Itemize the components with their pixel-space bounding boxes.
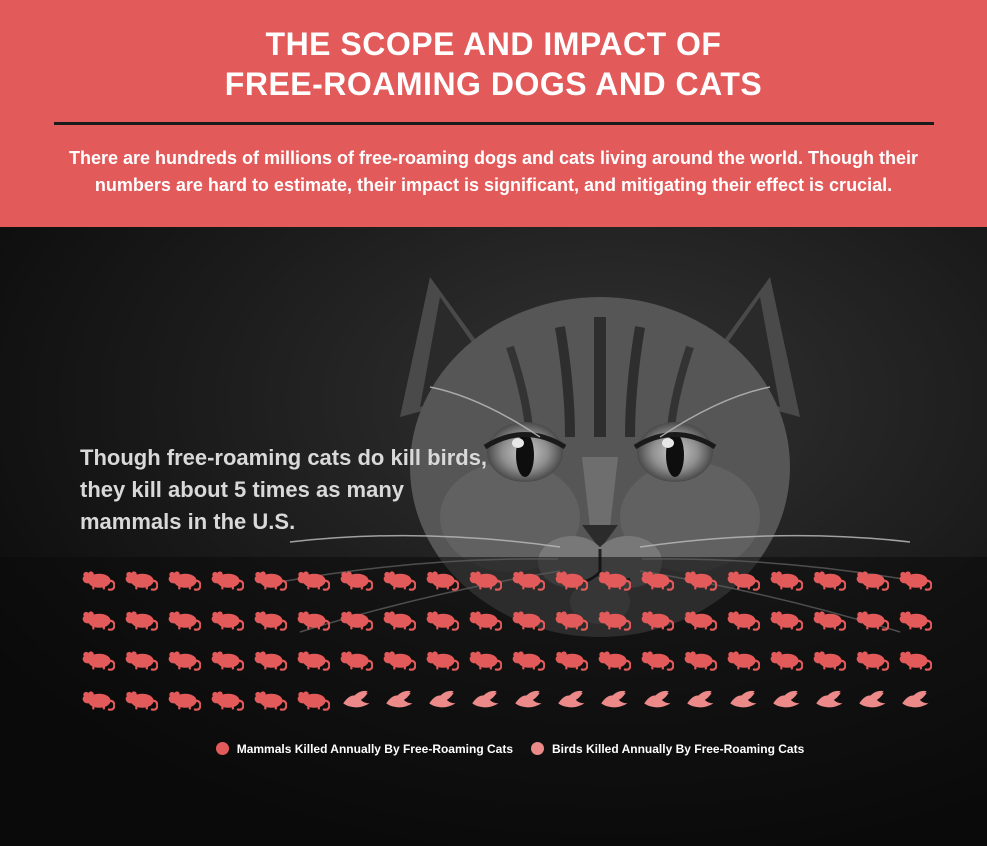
mammal-icon <box>80 644 115 674</box>
legend-label-birds: Birds Killed Annually By Free-Roaming Ca… <box>552 742 804 756</box>
mammal-icon <box>295 644 330 674</box>
mammal-icon <box>854 644 889 674</box>
bird-icon <box>897 684 932 714</box>
mammal-icon <box>209 604 244 634</box>
mammal-icon <box>252 684 287 714</box>
kill-ratio-pictogram <box>80 564 940 714</box>
bird-icon <box>381 684 416 714</box>
mammal-icon <box>166 684 201 714</box>
mammal-icon <box>123 684 158 714</box>
mammal-icon <box>725 604 760 634</box>
mammal-icon <box>596 564 631 594</box>
bird-icon <box>553 684 588 714</box>
mammal-icon <box>725 644 760 674</box>
mammal-icon <box>553 564 588 594</box>
mammal-icon <box>553 604 588 634</box>
bird-icon <box>725 684 760 714</box>
mammal-icon <box>166 644 201 674</box>
mammal-icon <box>768 564 803 594</box>
legend-item-birds: Birds Killed Annually By Free-Roaming Ca… <box>531 742 804 756</box>
mammal-icon <box>725 564 760 594</box>
fact-statement: Though free-roaming cats do kill birds, … <box>80 442 510 538</box>
legend-dot-mammals <box>216 742 229 755</box>
mammal-icon <box>166 564 201 594</box>
legend-dot-birds <box>531 742 544 755</box>
mammal-icon <box>123 604 158 634</box>
mammal-icon <box>338 604 373 634</box>
mammal-icon <box>553 644 588 674</box>
mammal-icon <box>682 644 717 674</box>
mammal-icon <box>897 564 932 594</box>
title-line-1: THE SCOPE AND IMPACT OF <box>266 26 722 62</box>
mammal-icon <box>467 644 502 674</box>
mammal-icon <box>596 604 631 634</box>
bird-icon <box>639 684 674 714</box>
mammal-icon <box>209 644 244 674</box>
bird-icon <box>510 684 545 714</box>
mammal-icon <box>639 644 674 674</box>
legend-item-mammals: Mammals Killed Annually By Free-Roaming … <box>216 742 513 756</box>
mammal-icon <box>811 604 846 634</box>
mammal-icon <box>854 604 889 634</box>
mammal-icon <box>209 684 244 714</box>
header-banner: THE SCOPE AND IMPACT OF FREE-ROAMING DOG… <box>0 0 987 227</box>
mammal-icon <box>80 564 115 594</box>
pictogram-legend: Mammals Killed Annually By Free-Roaming … <box>80 742 940 756</box>
mammal-icon <box>768 604 803 634</box>
bird-icon <box>596 684 631 714</box>
mammal-icon <box>295 604 330 634</box>
mammal-icon <box>338 564 373 594</box>
mammal-icon <box>682 564 717 594</box>
page-title: THE SCOPE AND IMPACT OF FREE-ROAMING DOG… <box>50 24 937 104</box>
bird-icon <box>338 684 373 714</box>
mammal-icon <box>639 564 674 594</box>
mammal-icon <box>639 604 674 634</box>
mammal-icon <box>467 604 502 634</box>
mammal-icon <box>295 564 330 594</box>
mammal-icon <box>80 684 115 714</box>
title-line-2: FREE-ROAMING DOGS AND CATS <box>225 66 762 102</box>
mammal-icon <box>424 644 459 674</box>
mammal-icon <box>897 644 932 674</box>
title-divider <box>54 122 934 125</box>
header-subtitle: There are hundreds of millions of free-r… <box>54 145 934 199</box>
mammal-icon <box>510 644 545 674</box>
mammal-icon <box>209 564 244 594</box>
mammal-icon <box>510 564 545 594</box>
mammal-icon <box>811 564 846 594</box>
mammal-icon <box>682 604 717 634</box>
bird-icon <box>854 684 889 714</box>
hero-section: Though free-roaming cats do kill birds, … <box>0 227 987 846</box>
mammal-icon <box>510 604 545 634</box>
bird-icon <box>811 684 846 714</box>
bird-icon <box>424 684 459 714</box>
hero-content: Though free-roaming cats do kill birds, … <box>0 227 987 846</box>
mammal-icon <box>123 644 158 674</box>
mammal-icon <box>252 644 287 674</box>
legend-label-mammals: Mammals Killed Annually By Free-Roaming … <box>237 742 513 756</box>
mammal-icon <box>897 604 932 634</box>
mammal-icon <box>123 564 158 594</box>
mammal-icon <box>295 684 330 714</box>
mammal-icon <box>424 604 459 634</box>
mammal-icon <box>768 644 803 674</box>
mammal-icon <box>811 644 846 674</box>
mammal-icon <box>424 564 459 594</box>
mammal-icon <box>338 644 373 674</box>
bird-icon <box>467 684 502 714</box>
mammal-icon <box>596 644 631 674</box>
mammal-icon <box>166 604 201 634</box>
mammal-icon <box>80 604 115 634</box>
mammal-icon <box>252 564 287 594</box>
mammal-icon <box>467 564 502 594</box>
mammal-icon <box>252 604 287 634</box>
mammal-icon <box>854 564 889 594</box>
bird-icon <box>682 684 717 714</box>
mammal-icon <box>381 564 416 594</box>
mammal-icon <box>381 604 416 634</box>
mammal-icon <box>381 644 416 674</box>
bird-icon <box>768 684 803 714</box>
